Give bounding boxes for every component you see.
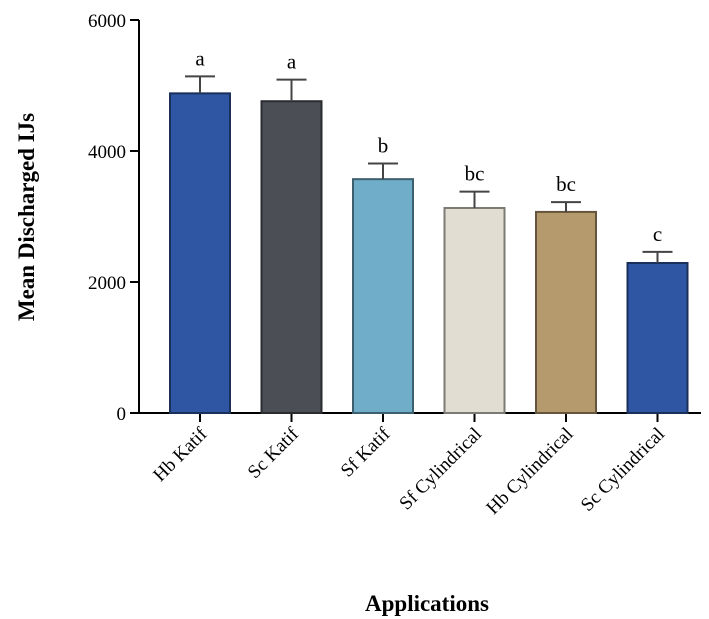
category-label: Sc Katif	[244, 423, 304, 483]
y-tick-label: 2000	[88, 273, 126, 294]
significance-labels-group: a a b bc bc c	[195, 46, 662, 246]
significance-label: a	[195, 46, 205, 70]
x-axis	[139, 412, 701, 422]
y-axis-title: Mean Discharged IJs	[14, 113, 39, 321]
significance-label: b	[378, 133, 389, 157]
bars-group	[169, 92, 689, 415]
x-axis-title: Applications	[365, 591, 489, 616]
significance-label: bc	[556, 172, 576, 196]
category-label: Sc Cylindrical	[577, 424, 669, 516]
error-bars-group	[185, 75, 673, 264]
y-tick-label: 4000	[88, 142, 126, 163]
bar	[535, 210, 597, 414]
bar	[169, 92, 231, 415]
bar	[260, 100, 323, 414]
category-label: Sf Cylindrical	[395, 424, 486, 515]
significance-label: c	[653, 222, 662, 246]
y-axis: 0 2000 4000 6000	[88, 11, 140, 425]
y-tick-label: 0	[117, 404, 127, 425]
bar	[352, 178, 414, 414]
significance-label: bc	[465, 162, 485, 186]
bar	[626, 262, 689, 414]
bar	[443, 206, 506, 414]
y-tick-label: 6000	[88, 11, 126, 32]
category-label: Hb Cylindrical	[482, 424, 577, 519]
category-label: Sf Katif	[337, 423, 395, 481]
significance-label: a	[287, 50, 297, 74]
category-labels-group: Hb Katif Sc Katif Sf Katif Sf CylindricalHb…	[149, 423, 669, 519]
category-label: Hb Katif	[149, 423, 212, 486]
